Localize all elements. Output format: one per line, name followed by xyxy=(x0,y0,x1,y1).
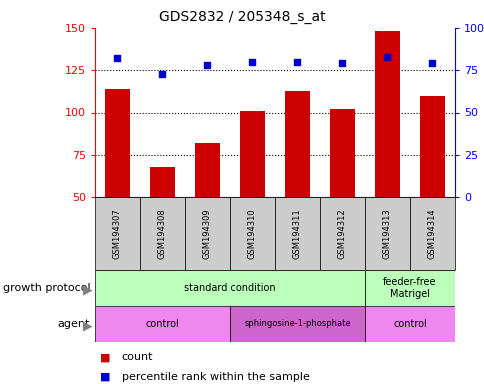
Point xyxy=(248,59,256,65)
Text: GSM194308: GSM194308 xyxy=(158,208,166,259)
Bar xyxy=(364,306,454,342)
Text: GSM194314: GSM194314 xyxy=(427,208,436,259)
Text: GSM194312: GSM194312 xyxy=(337,208,346,259)
Bar xyxy=(364,197,409,270)
Bar xyxy=(95,270,364,306)
Bar xyxy=(184,197,229,270)
Point xyxy=(338,60,346,66)
Text: GDS2832 / 205348_s_at: GDS2832 / 205348_s_at xyxy=(159,10,325,24)
Bar xyxy=(419,96,444,197)
Bar xyxy=(229,306,364,342)
Bar xyxy=(95,306,229,342)
Bar xyxy=(330,109,354,197)
Text: GSM194309: GSM194309 xyxy=(203,208,212,259)
Point xyxy=(158,71,166,77)
Bar xyxy=(364,270,454,306)
Bar xyxy=(150,167,175,197)
Point xyxy=(428,60,436,66)
Point xyxy=(383,54,391,60)
Text: standard condition: standard condition xyxy=(184,283,275,293)
Bar xyxy=(285,91,309,197)
Bar xyxy=(274,197,319,270)
Text: control: control xyxy=(145,319,179,329)
Bar xyxy=(140,197,184,270)
Text: growth protocol: growth protocol xyxy=(2,283,90,293)
Bar xyxy=(195,143,219,197)
Text: percentile rank within the sample: percentile rank within the sample xyxy=(121,372,309,382)
Text: GSM194310: GSM194310 xyxy=(247,208,257,259)
Text: ■: ■ xyxy=(100,372,110,382)
Text: GSM194313: GSM194313 xyxy=(382,208,391,259)
Text: sphingosine-1-phosphate: sphingosine-1-phosphate xyxy=(243,319,350,328)
Point xyxy=(293,59,301,65)
Text: control: control xyxy=(393,319,426,329)
Text: ■: ■ xyxy=(100,353,110,362)
Bar xyxy=(409,197,454,270)
Bar xyxy=(319,197,364,270)
Bar xyxy=(240,111,264,197)
Bar xyxy=(374,31,399,197)
Bar xyxy=(95,197,140,270)
Text: count: count xyxy=(121,353,153,362)
Text: GSM194311: GSM194311 xyxy=(292,208,302,259)
Text: GSM194307: GSM194307 xyxy=(113,208,122,259)
Text: ▶: ▶ xyxy=(83,319,92,333)
Text: ▶: ▶ xyxy=(83,283,92,296)
Bar xyxy=(105,89,130,197)
Point xyxy=(203,62,211,68)
Point xyxy=(113,55,121,61)
Text: feeder-free
Matrigel: feeder-free Matrigel xyxy=(382,277,436,299)
Bar xyxy=(229,197,274,270)
Text: agent: agent xyxy=(58,319,90,329)
